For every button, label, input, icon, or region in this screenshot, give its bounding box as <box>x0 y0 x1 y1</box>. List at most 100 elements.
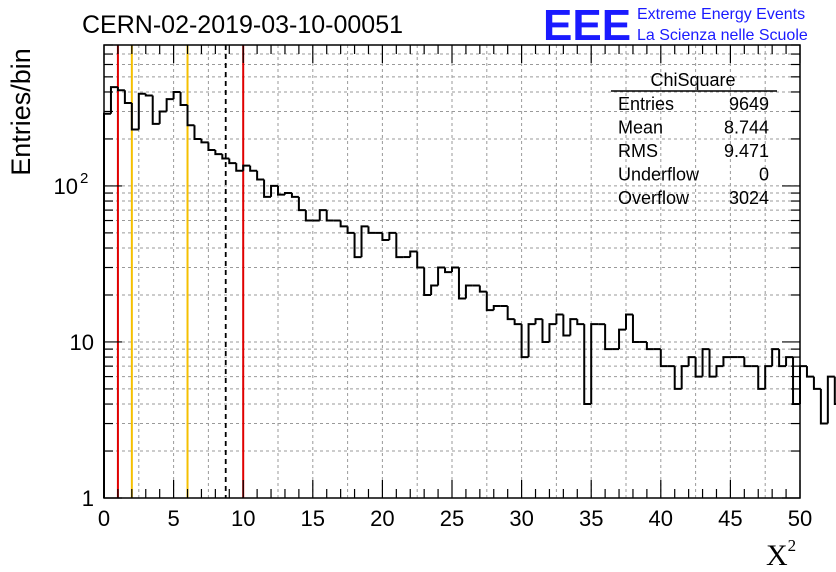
histogram-bin <box>263 179 272 198</box>
histogram-bin <box>179 91 188 107</box>
x-tick-label: 40 <box>649 506 673 531</box>
histogram-bin <box>722 356 731 367</box>
stats-label: RMS <box>618 141 658 161</box>
histogram-bin <box>346 226 355 234</box>
histogram-bin <box>339 220 348 228</box>
histogram-bin <box>464 284 473 299</box>
histogram-bin <box>297 196 306 212</box>
y-tick-label-exponent: 2 <box>80 170 88 187</box>
x-tick-label: 5 <box>167 506 179 531</box>
x-axis-symbol: X <box>766 539 788 572</box>
histogram-bin <box>569 318 578 336</box>
histogram-bin <box>207 142 216 151</box>
histogram-bin <box>423 267 432 296</box>
x-tick-label: 15 <box>301 506 325 531</box>
histogram-bin <box>437 266 446 286</box>
x-tick-label: 25 <box>440 506 464 531</box>
histogram-bin <box>673 366 682 390</box>
histogram-bin <box>235 163 244 172</box>
histogram-bin <box>151 95 160 125</box>
histogram-bin <box>256 170 265 181</box>
stats-value: 8.744 <box>724 118 769 138</box>
histogram-bin <box>708 349 717 378</box>
chart-title: CERN-02-2019-03-10-00051 <box>82 11 403 39</box>
stats-title: ChiSquare <box>650 70 735 90</box>
histogram-bin <box>583 324 592 406</box>
histogram-bin <box>764 365 773 389</box>
histogram-bin <box>513 319 522 326</box>
histogram-bin <box>680 365 689 389</box>
histogram-bin <box>541 319 550 343</box>
reference-lines <box>116 45 245 498</box>
histogram-bin <box>826 375 835 424</box>
histogram-bin <box>137 92 146 130</box>
stats-label: Entries <box>618 94 674 114</box>
histogram-bin <box>325 210 334 222</box>
stats-label: Overflow <box>618 188 690 208</box>
histogram-bin <box>130 102 139 131</box>
histogram-bin <box>625 313 633 330</box>
histogram-bin <box>290 193 299 198</box>
histogram-bin <box>430 284 439 295</box>
x-tick-label: 10 <box>231 506 255 531</box>
histogram-bin <box>757 366 766 390</box>
histogram-bin <box>694 357 703 378</box>
histogram-bin <box>555 313 564 325</box>
histogram-bin <box>778 349 787 368</box>
histogram-bin <box>353 232 362 259</box>
histogram-bin <box>492 305 501 311</box>
histogram-bin <box>576 319 585 326</box>
histogram-bin <box>228 158 237 165</box>
x-tick-label: 50 <box>788 506 812 531</box>
eee-logo: EEE Extreme Energy Events La Scienza nel… <box>543 1 808 50</box>
histogram-bin <box>527 323 536 358</box>
histogram-bin <box>743 357 752 368</box>
histogram-bin <box>277 185 285 196</box>
histogram-bin <box>367 226 376 234</box>
histogram-bin <box>318 209 327 221</box>
histogram-bin <box>186 105 195 127</box>
stats-value: 3024 <box>729 188 769 208</box>
histogram-bin <box>631 314 640 343</box>
histogram-bin <box>604 324 613 351</box>
histogram-bin <box>451 266 459 273</box>
x-tick-label: 0 <box>98 506 110 531</box>
histogram-bin <box>116 87 125 92</box>
axis-ticks <box>103 44 801 499</box>
histogram-bin <box>381 232 390 242</box>
x-tick-label: 20 <box>370 506 394 531</box>
histogram-bin <box>242 164 251 171</box>
histogram-bin <box>283 192 292 195</box>
histogram-bin <box>819 388 828 425</box>
stats-box: ChiSquare Entries 9649 Mean 8.744 RMS 9.471 Un… <box>611 70 777 208</box>
histogram-bin <box>214 149 223 156</box>
y-axis-label: Entries/bin <box>6 48 36 176</box>
x-axis-superscript: 2 <box>788 536 797 555</box>
histogram-bin <box>409 250 418 258</box>
histogram-bin <box>562 314 571 337</box>
histogram-bin <box>478 285 487 293</box>
histogram-bin <box>485 291 494 312</box>
histogram-bin <box>193 125 202 140</box>
histogram-bin <box>645 341 654 351</box>
histogram-bin <box>395 232 404 259</box>
y-tick-label: 10 <box>70 330 94 355</box>
histogram-bin <box>158 110 167 124</box>
histogram-bin <box>506 306 515 321</box>
histogram-bin <box>792 357 800 406</box>
histogram-bin <box>360 225 369 258</box>
histogram-bin <box>172 90 181 100</box>
histogram-bin <box>123 90 132 104</box>
x-axis-label: X2 <box>766 536 796 572</box>
histogram-bin <box>270 184 278 197</box>
histogram-bin <box>799 365 807 405</box>
histogram-bin <box>388 231 397 241</box>
histogram-bin <box>812 376 821 390</box>
histogram-bin <box>785 356 794 367</box>
histogram-bin <box>805 366 814 378</box>
histogram-bin <box>249 165 258 172</box>
histogram-bin <box>457 267 466 300</box>
histogram-bin <box>520 324 529 359</box>
